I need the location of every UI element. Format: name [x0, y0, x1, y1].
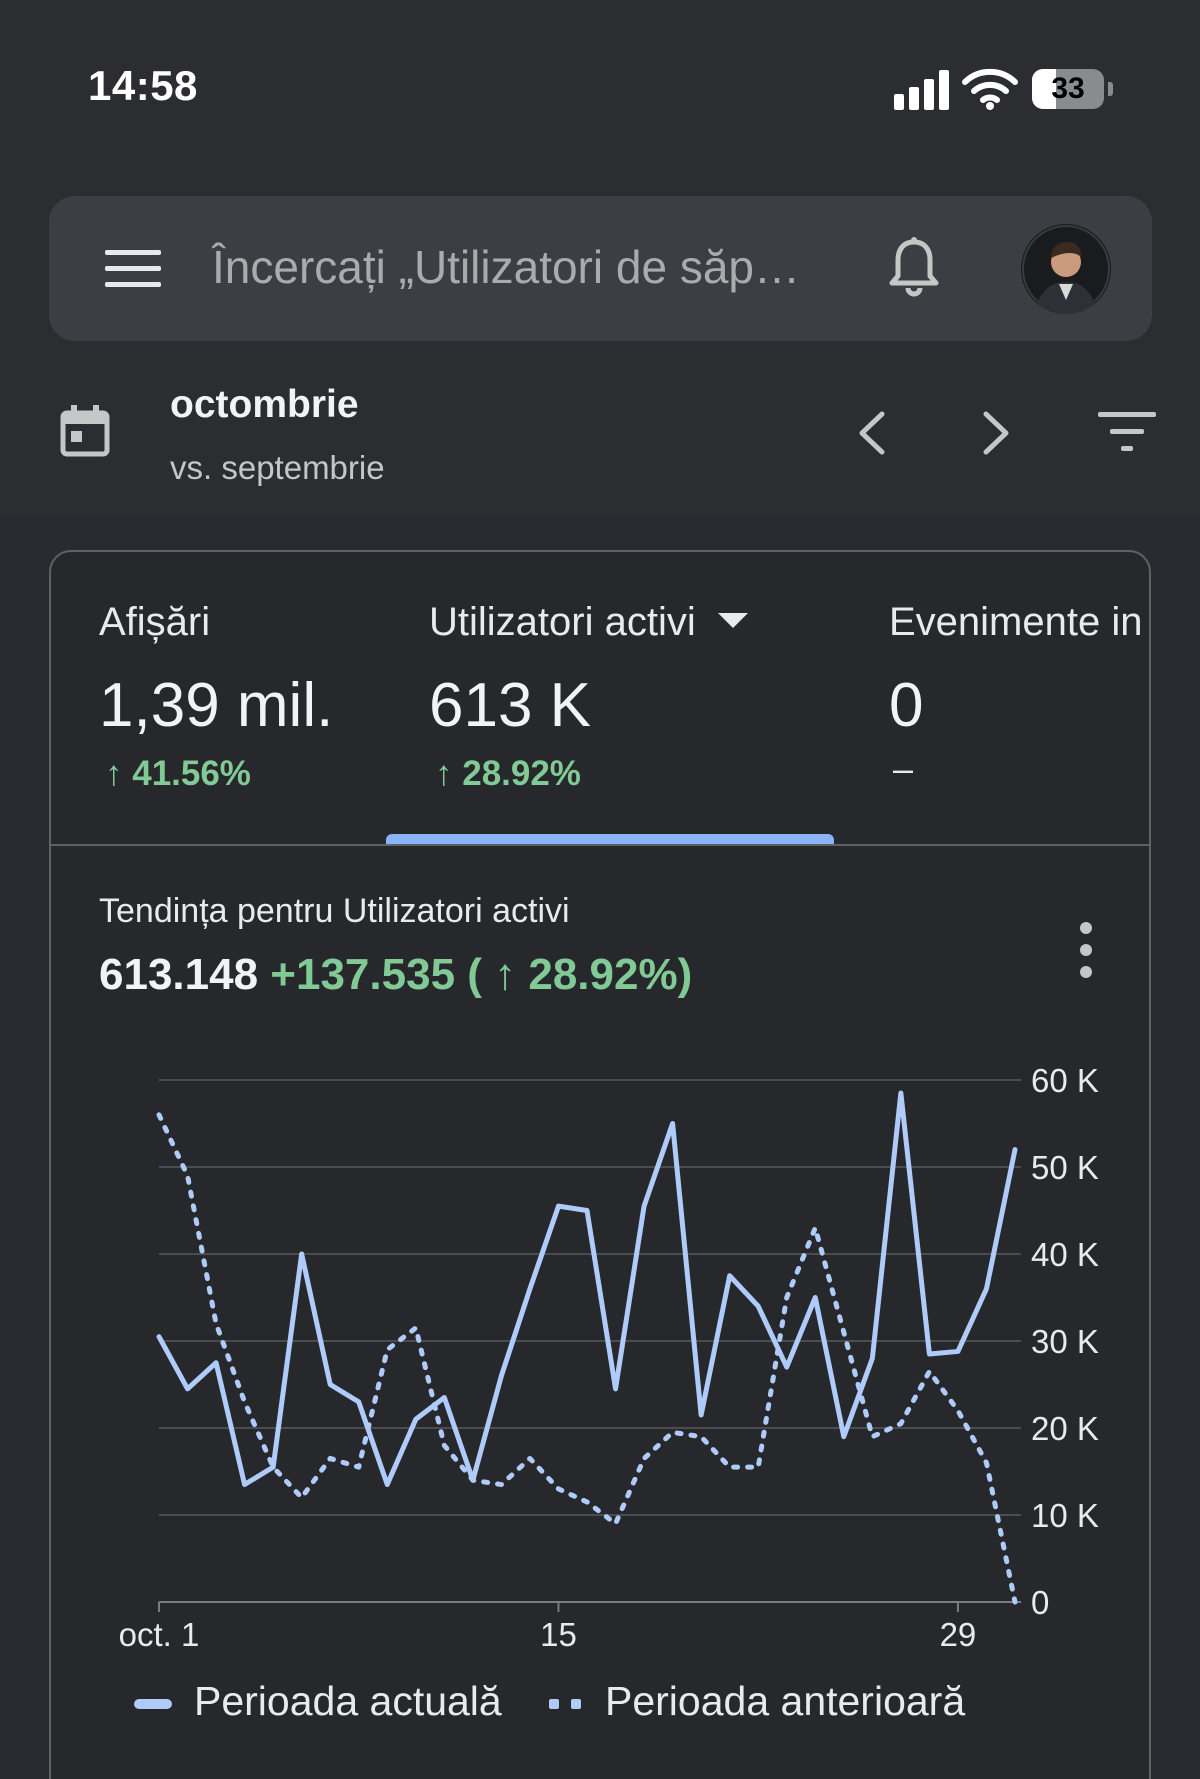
metrics-card: Afișări 1,39 mil. ↑ 41.56% Utilizatori a… — [49, 550, 1151, 1779]
search-bar[interactable]: Încercați „Utilizatori de săp… — [49, 196, 1152, 341]
menu-icon[interactable] — [105, 250, 161, 288]
status-time: 14:58 — [88, 62, 198, 109]
trend-summary: 613.148 +137.535 ( ↑ 28.92%) — [99, 950, 692, 1000]
series-line-previous — [156, 1112, 1018, 1605]
avatar[interactable] — [1021, 224, 1111, 314]
legend-current[interactable]: Perioada actuală — [134, 1678, 502, 1725]
date-range-comparison[interactable]: vs. septembrie — [170, 449, 385, 486]
trend-total: 613.148 — [99, 950, 259, 999]
y-tick-label: 0 — [1031, 1584, 1049, 1621]
metric-change: ↑ 28.92% — [435, 754, 581, 793]
y-tick-label: 60 K — [1031, 1062, 1099, 1099]
metric-tab-impressions[interactable]: Afișări 1,39 mil. ↑ 41.56% — [99, 552, 389, 844]
x-tick-label: 29 — [940, 1616, 977, 1653]
metric-label: Afișări — [99, 600, 211, 644]
legend-label: Perioada anterioară — [605, 1678, 966, 1724]
notifications-bell-icon[interactable] — [887, 236, 941, 298]
metric-tab-active-users[interactable]: Utilizatori activi 613 K ↑ 28.92% — [429, 552, 829, 844]
search-input[interactable]: Încercați „Utilizatori de săp… — [212, 241, 800, 293]
legend-solid-swatch — [134, 1699, 172, 1710]
series-line-current — [156, 1090, 1018, 1488]
cellular-signal-icon — [894, 70, 950, 110]
trend-title: Tendința pentru Utilizatori activi — [99, 892, 570, 930]
metric-value: 0 — [889, 671, 924, 740]
x-tick-label: oct. 1 — [119, 1616, 200, 1653]
metric-label: Evenimente in — [889, 600, 1143, 644]
divider — [51, 844, 1149, 846]
legend-previous[interactable]: Perioada anterioară — [549, 1678, 965, 1725]
legend-dotted-swatch — [549, 1699, 581, 1710]
chevron-left-icon[interactable] — [852, 408, 892, 458]
date-range-title[interactable]: octombrie — [170, 383, 359, 426]
metric-label-row: Utilizatori activi — [429, 600, 748, 645]
metric-change: – — [893, 748, 914, 789]
metric-value: 1,39 mil. — [99, 671, 334, 740]
calendar-icon[interactable] — [60, 405, 110, 457]
legend-label: Perioada actuală — [194, 1678, 502, 1724]
wifi-icon — [962, 68, 1018, 110]
filter-icon[interactable] — [1098, 410, 1156, 454]
dropdown-arrow-icon[interactable] — [717, 612, 748, 628]
metric-tab-events[interactable]: Evenimente in 0 – — [889, 552, 1149, 844]
metric-change: ↑ 41.56% — [105, 754, 251, 793]
chevron-right-icon[interactable] — [976, 408, 1016, 458]
y-tick-label: 50 K — [1031, 1149, 1099, 1186]
y-tick-label: 20 K — [1031, 1410, 1099, 1447]
more-options-icon[interactable] — [1071, 920, 1101, 980]
x-tick-label: 15 — [540, 1616, 577, 1653]
trend-delta: +137.535 ( ↑ 28.92%) — [270, 950, 693, 999]
y-tick-label: 40 K — [1031, 1236, 1099, 1273]
selected-tab-indicator — [386, 834, 834, 844]
metric-label: Utilizatori activi — [429, 600, 696, 644]
metric-value: 613 K — [429, 671, 592, 740]
battery-level: 33 — [1051, 72, 1085, 105]
y-tick-label: 10 K — [1031, 1497, 1099, 1534]
trend-chart: 0 10 K 20 K 30 K 40 K 50 K 60 K oct. 1 15 29 — [119, 1062, 1099, 1653]
y-tick-label: 30 K — [1031, 1323, 1099, 1360]
battery-icon: 33 — [1032, 69, 1113, 109]
